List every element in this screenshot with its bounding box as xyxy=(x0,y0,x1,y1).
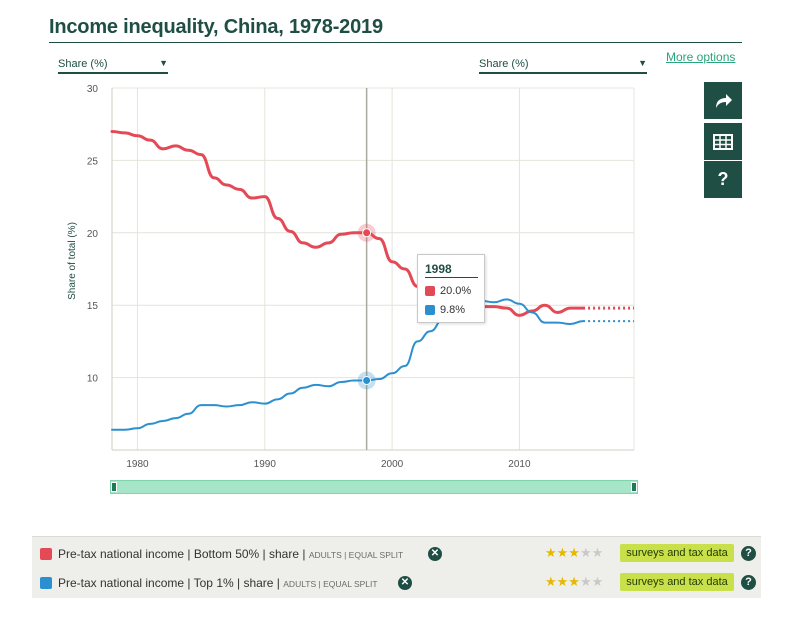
tooltip-swatch-top1 xyxy=(425,305,435,315)
chart-grid xyxy=(112,87,634,450)
left-axis-selector-label: Share (%) xyxy=(58,58,108,70)
question-mark-icon: ? xyxy=(717,169,729,189)
tooltip-value-bottom50: 20.0% xyxy=(440,285,472,297)
y-tick-label: 30 xyxy=(87,84,99,95)
left-axis-selector[interactable]: Share (%) ▼ xyxy=(58,56,168,74)
legend-swatch xyxy=(40,548,52,560)
question-mark-icon[interactable]: ? xyxy=(741,546,756,561)
legend-meta-text: ADULTS | EQUAL SPLIT xyxy=(308,550,404,560)
legend-main-text: Pre-tax national income | Bottom 50% | s… xyxy=(58,547,306,561)
line-chart: 10 15 20 25 30 1980 1990 2000 2010 Share of total… xyxy=(67,84,635,470)
tooltip-swatch-bottom50 xyxy=(425,286,435,296)
range-end-handle[interactable] xyxy=(631,482,637,492)
series-line-bottom50 xyxy=(110,129,585,317)
share-arrow-icon xyxy=(716,93,732,108)
quality-rating: ★★★★★ xyxy=(545,574,603,590)
page-title: Income inequality, China, 1978-2019 xyxy=(49,16,383,38)
highlight-point xyxy=(362,228,372,238)
legend-main-text: Pre-tax national income | Top 1% | share… xyxy=(58,576,280,590)
chart-series xyxy=(110,129,634,431)
legend-row-bottom50: Pre-tax national income | Bottom 50% | s… xyxy=(32,539,761,569)
chart-markers xyxy=(357,88,376,450)
source-badge[interactable]: surveys and tax data xyxy=(620,544,734,562)
right-axis-selector[interactable]: Share (%) ▼ xyxy=(479,56,647,74)
legend-label: Pre-tax national income | Top 1% | share… xyxy=(58,576,378,590)
y-tick-label: 20 xyxy=(87,229,99,240)
hover-tooltip: 1998 20.0% 9.8% xyxy=(417,254,485,323)
legend-row-top1: Pre-tax national income | Top 1% | share… xyxy=(32,568,761,598)
time-range-slider[interactable] xyxy=(110,480,638,494)
chevron-down-icon: ▼ xyxy=(638,58,647,68)
highlight-point xyxy=(362,375,372,385)
x-tick-label: 2000 xyxy=(381,459,404,470)
star-empty-icon: ★★ xyxy=(579,574,604,589)
series-line-top1 xyxy=(111,298,585,431)
y-axis-label: Share of total (%) xyxy=(67,222,78,300)
star-icon: ★★★ xyxy=(545,545,580,560)
share-button[interactable] xyxy=(704,82,742,119)
star-empty-icon: ★★ xyxy=(579,545,604,560)
x-tick-label: 1980 xyxy=(126,459,149,470)
more-options-link[interactable]: More options xyxy=(666,50,736,64)
tooltip-divider xyxy=(425,277,478,278)
title-divider xyxy=(49,42,742,43)
chart-axes: 10 15 20 25 30 1980 1990 2000 2010 Share of total… xyxy=(67,84,635,470)
table-view-button[interactable] xyxy=(704,123,742,160)
right-axis-selector-label: Share (%) xyxy=(479,58,529,70)
series-legend: Pre-tax national income | Bottom 50% | s… xyxy=(32,536,761,598)
table-icon xyxy=(713,133,733,150)
question-mark-icon[interactable]: ? xyxy=(741,575,756,590)
y-tick-label: 25 xyxy=(87,156,99,167)
y-tick-label: 10 xyxy=(87,374,99,385)
chevron-down-icon: ▼ xyxy=(159,58,168,68)
star-icon: ★★★ xyxy=(545,574,580,589)
quality-rating: ★★★★★ xyxy=(545,545,603,561)
source-badge[interactable]: surveys and tax data xyxy=(620,573,734,591)
x-tick-label: 1990 xyxy=(254,459,277,470)
legend-label: Pre-tax national income | Bottom 50% | s… xyxy=(58,547,403,561)
range-start-handle[interactable] xyxy=(111,482,117,492)
help-button[interactable]: ? xyxy=(704,161,742,198)
legend-swatch xyxy=(40,577,52,589)
x-tick-label: 2010 xyxy=(508,459,531,470)
y-tick-label: 15 xyxy=(87,301,99,312)
remove-series-button[interactable]: ✕ xyxy=(428,547,442,561)
remove-series-button[interactable]: ✕ xyxy=(398,576,412,590)
tooltip-year: 1998 xyxy=(425,262,452,276)
legend-meta-text: ADULTS | EQUAL SPLIT xyxy=(283,579,378,589)
tooltip-value-top1: 9.8% xyxy=(440,304,466,316)
